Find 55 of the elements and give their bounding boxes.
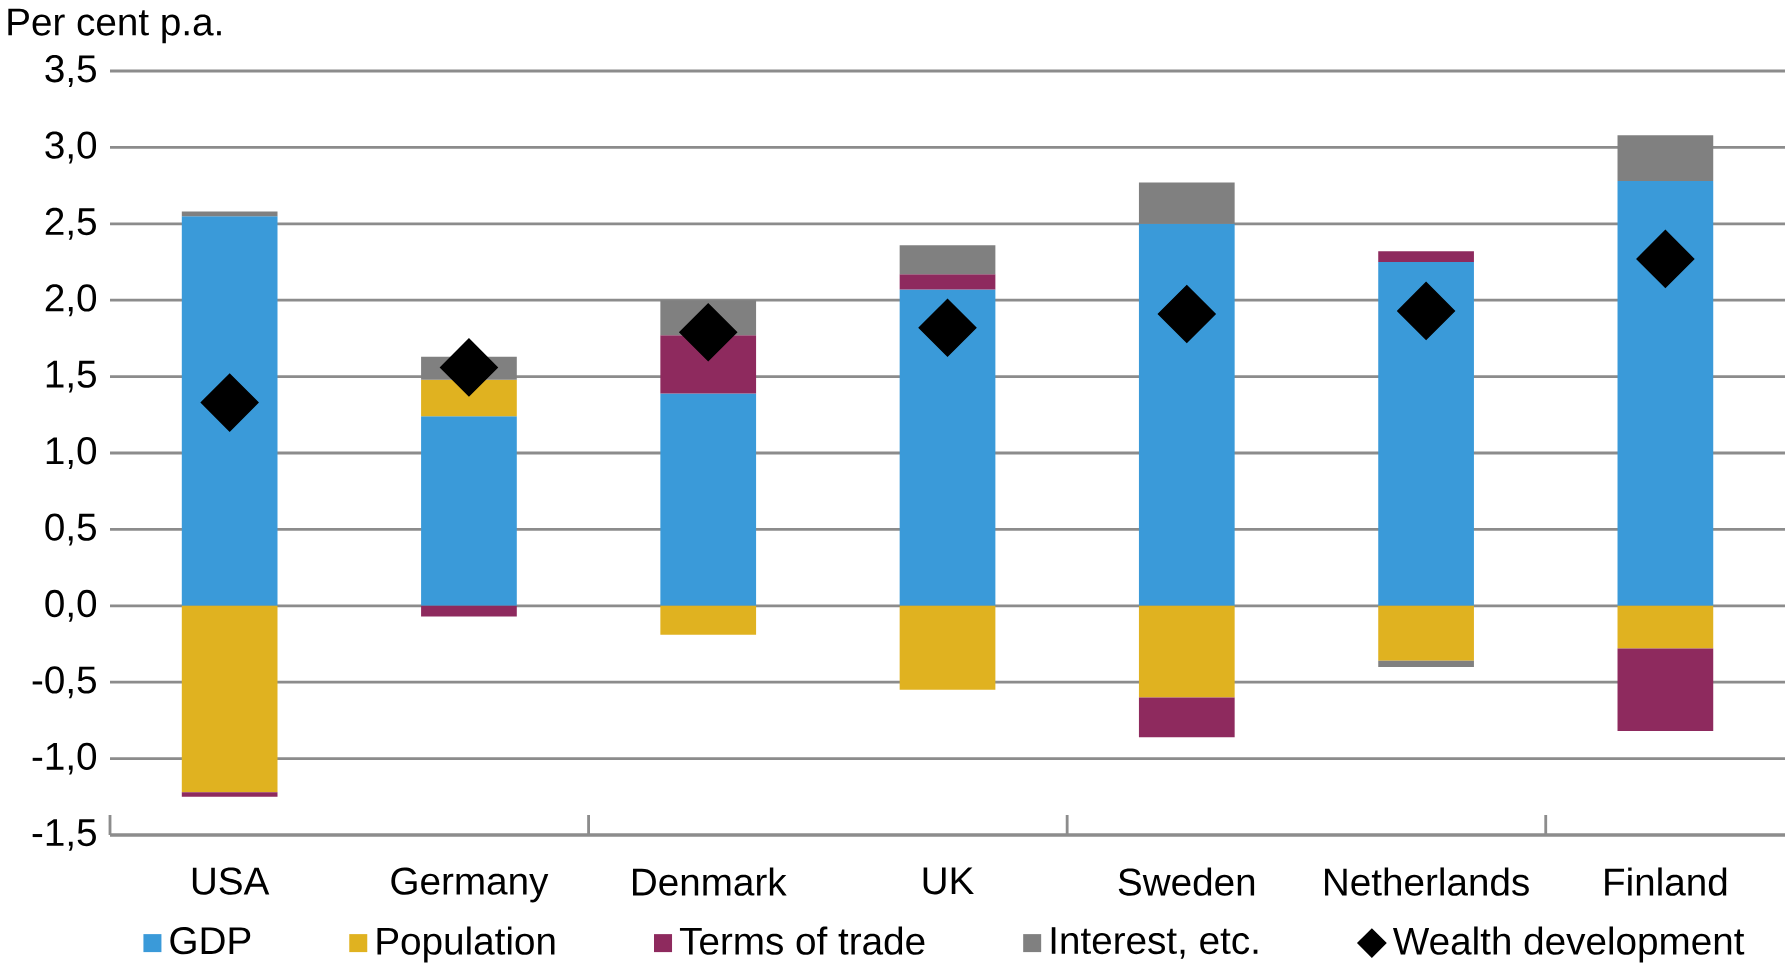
- bar: [899, 605, 996, 690]
- x-tick-label: Germany: [391, 867, 549, 903]
- bar: [1617, 648, 1714, 732]
- bar: [1617, 605, 1714, 649]
- bar: [1617, 181, 1714, 606]
- bar: [1138, 182, 1235, 224]
- bar: [1138, 697, 1235, 738]
- bar: [1378, 660, 1474, 667]
- point: [1157, 284, 1216, 343]
- x-tick-label: Netherlands: [1325, 867, 1529, 896]
- x-tick-label: UK: [923, 867, 974, 895]
- point: [679, 303, 738, 362]
- y-tick-label: 3,5: [45, 55, 96, 87]
- legend-label: GDP: [170, 927, 251, 955]
- bar: [181, 216, 278, 606]
- bar: [899, 245, 996, 275]
- y-tick-label: 1,5: [46, 360, 96, 393]
- point: [200, 373, 259, 432]
- bar: [421, 605, 517, 617]
- legend-label: Wealth development: [1392, 926, 1745, 963]
- y-tick-label: -1,5: [32, 819, 96, 851]
- point: [439, 338, 498, 397]
- bar: [1378, 262, 1474, 606]
- bar: [1138, 223, 1235, 606]
- legend-label: Population: [377, 926, 555, 963]
- point: [1397, 281, 1456, 340]
- bar: [899, 274, 996, 290]
- bar: [1378, 605, 1474, 661]
- bar: [660, 393, 757, 606]
- y-tick-label: 0,0: [45, 589, 97, 622]
- bar: [899, 289, 996, 606]
- y-tick-label: -1,0: [32, 742, 97, 775]
- legend-label: Interest, etc.: [1051, 927, 1258, 959]
- point: [918, 298, 977, 357]
- bar: [421, 416, 517, 606]
- bar: [660, 605, 757, 635]
- y-tick-label: 2,0: [45, 284, 97, 317]
- bar: [421, 379, 517, 417]
- bar: [181, 792, 278, 797]
- y-tick-label: 3,0: [45, 131, 97, 164]
- y-tick-label: 2,5: [45, 207, 96, 240]
- y-tick-label: 0,5: [45, 513, 96, 546]
- point: [1636, 229, 1695, 288]
- bar: [1617, 135, 1714, 182]
- x-tick-label: USA: [192, 867, 270, 895]
- bar: [1378, 251, 1474, 262]
- y-tick-label: 1,0: [46, 437, 97, 469]
- x-tick-label: Denmark: [633, 867, 787, 896]
- x-tick-label: Finland: [1605, 867, 1727, 896]
- x-tick-label: Sweden: [1118, 867, 1255, 896]
- legend-label: Terms of trade: [679, 926, 925, 955]
- y-tick-label: -0,5: [32, 666, 96, 699]
- y-axis-title: Per cent p.a.: [8, 8, 221, 44]
- bar: [181, 605, 278, 793]
- bar: [1138, 605, 1235, 698]
